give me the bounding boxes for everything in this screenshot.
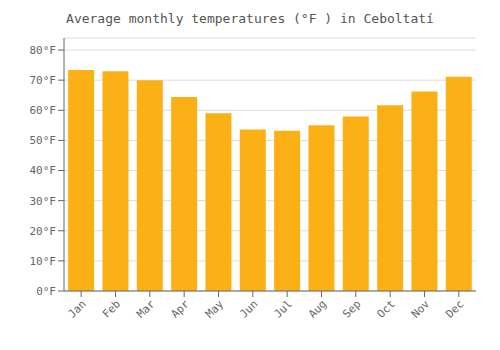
svg-text:May: May — [203, 297, 227, 321]
svg-text:50°F: 50°F — [30, 134, 57, 147]
svg-text:Aug: Aug — [306, 297, 329, 320]
svg-text:Jul: Jul — [272, 297, 295, 320]
svg-text:Sep: Sep — [340, 297, 363, 320]
svg-text:10°F: 10°F — [30, 255, 57, 268]
svg-text:80°F: 80°F — [30, 44, 57, 57]
html-text:Average monthly temperatures (: Average monthly temperatures (°F ) in Ce… — [66, 11, 434, 26]
svg-text:0°F: 0°F — [36, 285, 56, 298]
svg-text:Jun: Jun — [237, 297, 260, 320]
svg-text:60°F: 60°F — [30, 104, 57, 117]
svg-text:30°F: 30°F — [30, 195, 57, 208]
svg-text:Oct: Oct — [375, 297, 398, 320]
svg-text:Jan: Jan — [66, 297, 89, 320]
svg-text:20°F: 20°F — [30, 225, 57, 238]
svg-text:70°F: 70°F — [30, 74, 57, 87]
svg-text:Feb: Feb — [100, 297, 123, 320]
svg-text:40°F: 40°F — [30, 164, 57, 177]
svg-text:Nov: Nov — [409, 297, 433, 321]
svg-text:Apr: Apr — [169, 297, 193, 321]
svg-text:Dec: Dec — [443, 297, 466, 320]
svg-text:Mar: Mar — [134, 297, 158, 321]
